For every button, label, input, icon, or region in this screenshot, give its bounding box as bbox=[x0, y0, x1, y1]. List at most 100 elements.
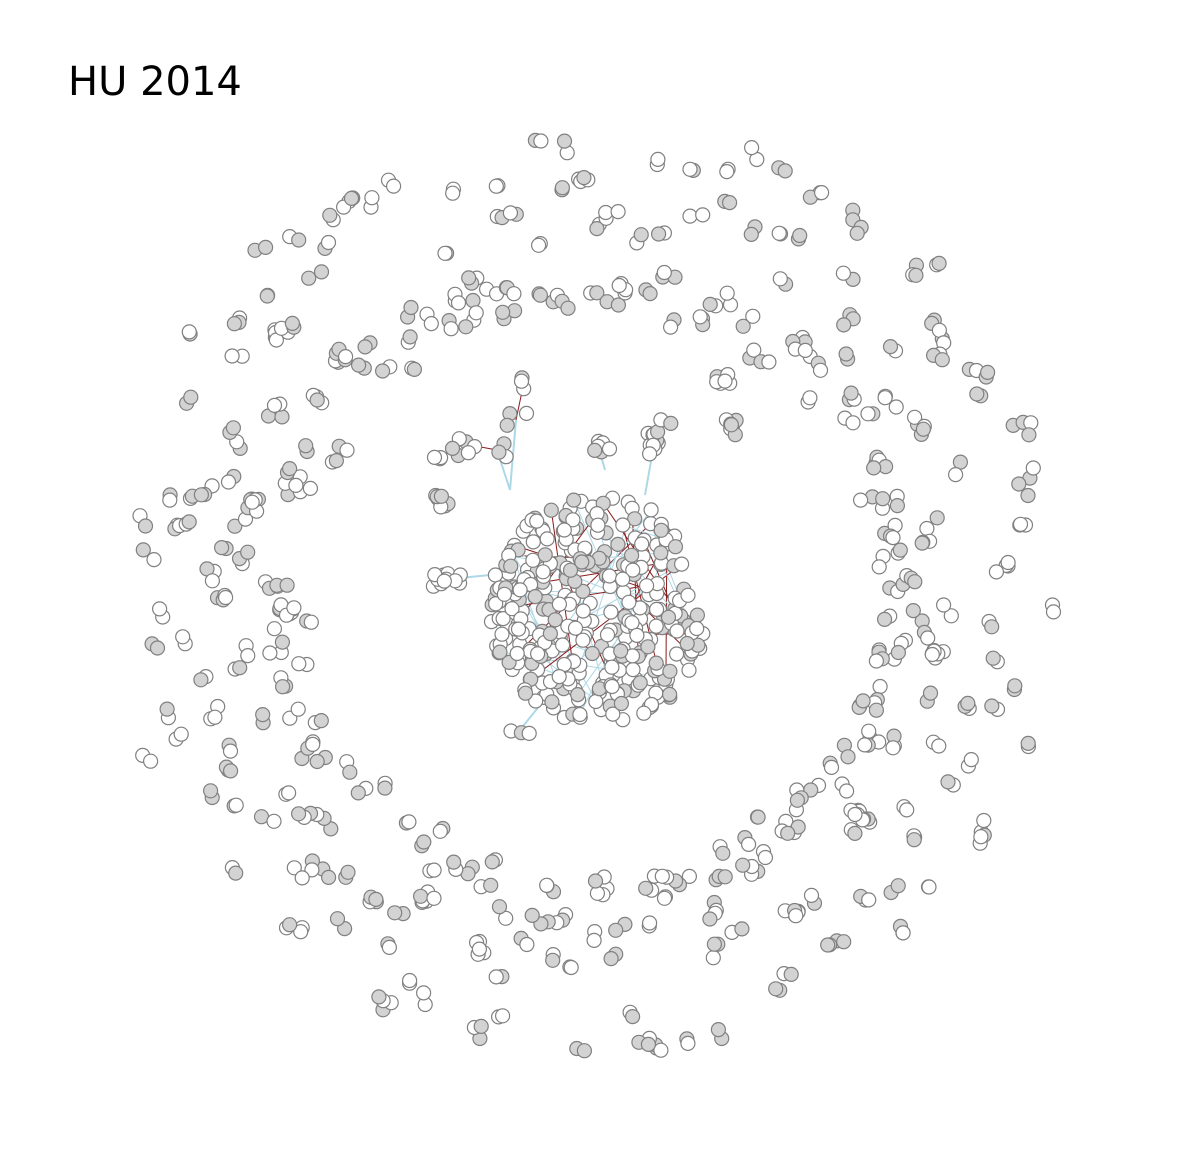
network-node bbox=[294, 870, 310, 886]
network-node bbox=[861, 892, 877, 908]
network-node bbox=[183, 389, 199, 405]
network-node bbox=[838, 346, 854, 362]
network-node bbox=[525, 552, 541, 568]
network-node bbox=[527, 588, 543, 605]
network-node bbox=[313, 264, 330, 280]
network-node bbox=[914, 535, 930, 551]
network-node bbox=[947, 467, 964, 483]
network-node bbox=[562, 562, 579, 578]
network-node bbox=[715, 845, 731, 861]
plot-title: HU 2014 bbox=[68, 59, 242, 105]
network-node bbox=[847, 825, 863, 842]
network-node bbox=[223, 763, 239, 779]
network-node bbox=[877, 390, 893, 406]
network-node bbox=[386, 178, 402, 194]
network-node bbox=[895, 925, 911, 941]
network-node bbox=[1007, 678, 1023, 694]
network-node bbox=[530, 237, 547, 253]
network-node bbox=[663, 415, 679, 431]
network-node bbox=[203, 783, 219, 799]
network-node bbox=[436, 573, 452, 589]
network-node bbox=[232, 660, 248, 676]
network-node bbox=[586, 932, 602, 949]
network-node bbox=[654, 868, 670, 884]
network-node bbox=[584, 645, 600, 662]
network-node bbox=[852, 492, 869, 508]
network-node bbox=[705, 950, 721, 966]
network-node bbox=[506, 286, 522, 302]
network-node bbox=[906, 832, 922, 848]
network-node bbox=[504, 601, 520, 617]
network-node bbox=[298, 438, 314, 454]
network-node bbox=[458, 319, 474, 335]
network-node bbox=[309, 392, 325, 408]
network-node bbox=[471, 941, 487, 957]
network-node bbox=[576, 170, 592, 186]
network-node bbox=[320, 234, 337, 251]
network-node bbox=[279, 577, 295, 593]
network-node bbox=[601, 568, 618, 584]
network-node bbox=[286, 600, 302, 616]
network-node bbox=[342, 764, 358, 780]
network-node bbox=[309, 753, 325, 770]
network-node bbox=[282, 461, 298, 477]
network-node bbox=[899, 802, 915, 818]
network-node bbox=[835, 265, 852, 281]
network-node bbox=[931, 738, 947, 754]
network-node bbox=[368, 891, 384, 908]
network-node bbox=[291, 806, 307, 822]
network-node bbox=[601, 441, 618, 457]
network-node bbox=[680, 1035, 696, 1052]
network-node bbox=[625, 562, 641, 578]
network-node bbox=[146, 551, 162, 568]
node-layer bbox=[132, 132, 1062, 1059]
network-node bbox=[228, 865, 244, 881]
network-node bbox=[610, 536, 626, 553]
network-node bbox=[519, 936, 535, 953]
network-node bbox=[567, 620, 584, 636]
network-node bbox=[921, 879, 937, 895]
network-node bbox=[226, 316, 242, 332]
network-node bbox=[623, 547, 640, 563]
network-node bbox=[849, 225, 865, 241]
network-node bbox=[627, 511, 643, 527]
network-node bbox=[797, 342, 813, 358]
network-node bbox=[746, 342, 762, 358]
network-node bbox=[159, 701, 175, 717]
network-node bbox=[919, 520, 935, 537]
network-node bbox=[750, 809, 766, 825]
network-node bbox=[599, 627, 616, 643]
network-node bbox=[539, 877, 555, 893]
network-node bbox=[143, 753, 159, 769]
network-node bbox=[288, 477, 304, 493]
network-node bbox=[935, 597, 952, 613]
network-node bbox=[614, 571, 631, 587]
network-node bbox=[403, 299, 419, 316]
network-node bbox=[426, 449, 443, 465]
network-node bbox=[907, 574, 923, 590]
network-node bbox=[521, 725, 537, 742]
network-node bbox=[743, 226, 759, 242]
network-node bbox=[266, 813, 282, 829]
network-node bbox=[702, 911, 718, 927]
network-node bbox=[220, 474, 237, 490]
network-node bbox=[193, 487, 209, 503]
network-node bbox=[274, 634, 290, 650]
network-node bbox=[329, 911, 346, 927]
network-node bbox=[402, 972, 418, 989]
network-node bbox=[423, 316, 439, 332]
network-node bbox=[529, 513, 545, 529]
network-node bbox=[381, 939, 397, 956]
network-node bbox=[426, 862, 442, 878]
network-node bbox=[710, 1021, 727, 1038]
network-node bbox=[772, 271, 788, 287]
network-node bbox=[812, 362, 829, 378]
network-node bbox=[638, 880, 654, 896]
network-node bbox=[525, 534, 541, 550]
network-node bbox=[371, 989, 387, 1005]
network-node bbox=[487, 567, 503, 583]
network-node bbox=[641, 446, 658, 462]
network-node bbox=[1020, 487, 1036, 504]
